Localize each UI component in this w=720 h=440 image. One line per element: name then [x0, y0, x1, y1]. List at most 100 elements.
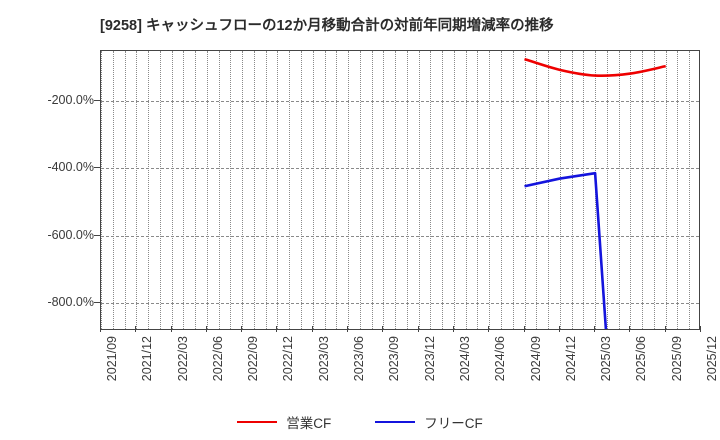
y-tick-mark [94, 167, 100, 169]
x-tick-label: 2022/03 [175, 336, 190, 382]
x-tick-mark [664, 326, 666, 332]
x-tick-label: 2023/12 [422, 336, 437, 382]
vertical-gridline [642, 51, 644, 329]
x-tick-mark [629, 326, 631, 332]
x-tick-label: 2024/06 [493, 336, 508, 382]
vertical-gridline [501, 51, 502, 329]
y-tick-mark [94, 302, 100, 304]
x-tick-mark [523, 326, 525, 332]
vertical-gridline [606, 51, 608, 329]
vertical-gridline [324, 51, 326, 329]
x-tick-mark [170, 326, 172, 332]
x-tick-mark [241, 326, 243, 332]
x-tick-label: 2023/06 [352, 336, 367, 382]
vertical-gridline [536, 51, 538, 329]
vertical-gridline [395, 51, 397, 329]
x-tick-mark [135, 326, 137, 332]
vertical-gridline [430, 51, 432, 329]
vertical-gridline [148, 51, 150, 329]
y-tick-label: -600.0% [47, 227, 94, 242]
vertical-gridline [253, 51, 255, 329]
x-tick-label: 2022/09 [246, 336, 261, 382]
vertical-gridline [618, 51, 620, 329]
x-tick-mark [417, 326, 419, 332]
vertical-gridline [583, 51, 585, 329]
x-axis: 2021/09 2021/12 2022/03 2022/06 2022/09 2022/… [100, 326, 719, 404]
x-tick-label: 2024/09 [528, 336, 543, 382]
vertical-gridline [406, 51, 408, 329]
x-tick-label: 2025/09 [669, 336, 684, 382]
vertical-gridline [653, 51, 655, 329]
vertical-gridline [242, 51, 244, 329]
vertical-gridline [348, 51, 350, 329]
vertical-gridline [301, 51, 302, 329]
vertical-gridline [559, 51, 561, 329]
vertical-gridlines [101, 51, 699, 329]
vertical-gridline [571, 51, 573, 329]
y-tick-mark [94, 234, 100, 236]
y-axis: -200.0% -400.0% -600.0% -800.0% [0, 50, 100, 330]
vertical-gridline [453, 51, 455, 329]
x-tick-mark [347, 326, 349, 332]
x-tick-label: 2021/09 [105, 336, 119, 382]
x-tick-mark [594, 326, 596, 332]
vertical-gridline [265, 51, 267, 329]
series-line-free-cf [524, 171, 608, 329]
horizontal-gridline [101, 168, 699, 170]
vertical-gridline [477, 51, 479, 329]
line-swatch-blue [375, 421, 416, 423]
x-tick-mark [488, 326, 490, 332]
line-swatch-red [237, 421, 278, 423]
vertical-gridline [359, 51, 361, 329]
legend-item-operating-cf[interactable]: 営業CF [237, 412, 331, 432]
x-tick-label: 2024/03 [457, 336, 472, 382]
vertical-gridline [312, 51, 314, 329]
legend-item-free-cf[interactable]: フリーCF [375, 412, 483, 432]
x-tick-label: 2022/12 [281, 336, 296, 382]
vertical-gridline [418, 51, 420, 329]
x-tick-mark [311, 326, 313, 332]
x-tick-mark [452, 326, 454, 332]
y-tick-label: -400.0% [47, 160, 94, 175]
vertical-gridline [489, 51, 491, 329]
horizontal-gridline [101, 235, 699, 237]
vertical-gridline [277, 51, 279, 329]
series-line-operating-cf [524, 57, 666, 78]
legend-label: フリーCF [424, 416, 483, 431]
x-tick-label: 2024/12 [563, 336, 578, 382]
x-tick-mark [558, 326, 560, 332]
x-tick-mark [100, 326, 101, 332]
x-tick-label: 2025/03 [599, 336, 614, 382]
horizontal-gridline [101, 303, 699, 305]
chart-title: [9258] キャッシュフローの12か月移動合計の対前年同期増減率の推移 [100, 18, 554, 34]
vertical-gridline [136, 51, 138, 329]
vertical-gridline [383, 51, 385, 329]
vertical-gridline [112, 51, 114, 329]
series-layer [524, 57, 666, 329]
vertical-gridline [218, 51, 220, 329]
vertical-gridline [206, 51, 208, 329]
vertical-gridline [336, 51, 338, 329]
y-tick-mark [94, 100, 100, 102]
x-tick-label: 2023/03 [316, 336, 331, 382]
vertical-gridline [677, 51, 679, 329]
vertical-gridline [465, 51, 467, 329]
y-tick-label: -800.0% [47, 295, 94, 310]
x-tick-mark [205, 326, 207, 332]
vertical-gridline [124, 51, 126, 329]
vertical-gridline [442, 51, 444, 329]
x-tick-mark [276, 326, 278, 332]
vertical-gridline [630, 51, 632, 329]
vertical-gridline [230, 51, 232, 329]
x-tick-label: 2023/09 [387, 336, 402, 382]
vertical-gridline [159, 51, 161, 329]
vertical-gridline [512, 51, 514, 329]
chart-legend: 営業CF フリーCF [0, 408, 720, 436]
vertical-gridline [195, 51, 197, 329]
vertical-gridline [524, 51, 526, 329]
x-tick-mark [382, 326, 384, 332]
vertical-gridline [171, 51, 173, 329]
vertical-gridline [371, 51, 373, 329]
x-tick-label: 2025/12 [705, 336, 719, 382]
